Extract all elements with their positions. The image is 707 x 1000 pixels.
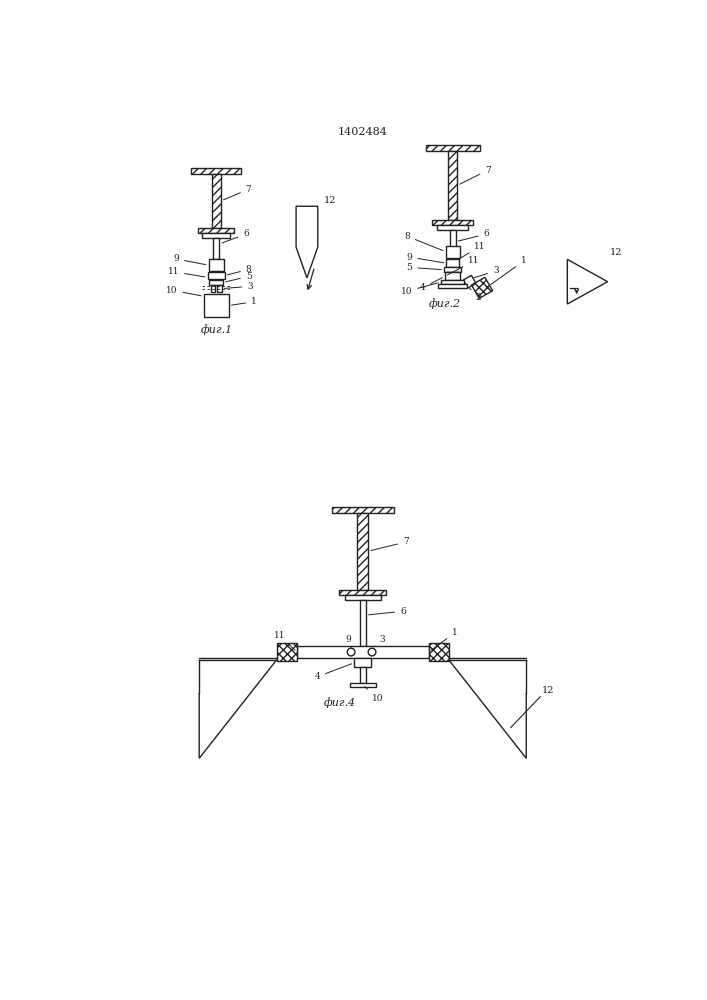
Bar (192, 168, 241, 174)
Bar (437, 225, 468, 230)
Text: 10: 10 (365, 687, 383, 703)
Bar (345, 595, 380, 600)
Bar (446, 259, 459, 267)
Text: 11: 11 (274, 631, 295, 650)
Bar (357, 513, 368, 590)
Text: 9: 9 (346, 635, 351, 648)
Bar (426, 145, 480, 151)
Bar (450, 230, 456, 272)
Bar (276, 643, 297, 661)
Text: 11: 11 (458, 242, 486, 259)
Text: фиг.4: фиг.4 (323, 697, 356, 708)
Text: 1: 1 (431, 628, 457, 650)
Bar (211, 285, 216, 292)
Text: 12: 12 (542, 686, 554, 695)
Bar (445, 272, 460, 280)
Bar (445, 246, 460, 258)
Bar (349, 683, 376, 687)
Bar (463, 275, 476, 288)
Bar (428, 643, 449, 661)
Bar (448, 151, 457, 220)
Bar (297, 646, 428, 658)
Bar (213, 238, 219, 259)
Text: 4: 4 (315, 664, 351, 681)
Text: 3: 3 (224, 282, 253, 291)
Text: 9: 9 (407, 253, 444, 263)
Text: 11: 11 (448, 256, 479, 275)
Text: фиг.2: фиг.2 (429, 298, 461, 309)
Bar (360, 667, 366, 683)
Bar (217, 285, 222, 292)
Bar (354, 658, 371, 667)
Text: фиг.1: фиг.1 (200, 324, 233, 335)
Text: 7: 7 (460, 166, 491, 184)
Text: 3: 3 (474, 266, 498, 278)
Text: 1: 1 (231, 297, 257, 306)
Bar (199, 228, 234, 233)
Text: 8: 8 (404, 232, 443, 251)
Text: 2: 2 (469, 288, 481, 302)
Text: 5: 5 (407, 263, 441, 272)
Bar (209, 280, 223, 285)
Text: 7: 7 (371, 537, 409, 551)
Text: 10: 10 (401, 283, 438, 296)
Text: 1402484: 1402484 (338, 127, 387, 137)
Text: 7: 7 (223, 185, 252, 200)
Text: 6: 6 (458, 229, 489, 241)
Bar (446, 272, 459, 280)
Bar (438, 284, 467, 288)
Text: 12: 12 (610, 248, 622, 257)
Text: 8: 8 (228, 265, 252, 275)
Bar (211, 174, 221, 228)
Bar (433, 220, 473, 225)
Text: 11: 11 (168, 267, 205, 277)
Bar (202, 233, 230, 238)
Text: 6: 6 (222, 229, 249, 243)
Text: 5: 5 (226, 272, 252, 282)
Bar (332, 507, 394, 513)
Text: 9: 9 (173, 254, 206, 265)
Bar (472, 277, 493, 298)
Text: 4: 4 (420, 278, 443, 292)
Text: 6: 6 (368, 607, 406, 616)
Bar (204, 294, 228, 317)
Bar (208, 272, 225, 279)
Text: 12: 12 (324, 196, 337, 205)
Bar (444, 267, 461, 272)
Bar (441, 280, 464, 284)
Text: 10: 10 (166, 286, 201, 296)
Bar (339, 590, 386, 595)
Text: 1: 1 (491, 256, 527, 285)
Bar (209, 259, 224, 271)
Bar (213, 271, 219, 280)
Text: 3: 3 (374, 635, 385, 646)
Bar (360, 600, 366, 646)
